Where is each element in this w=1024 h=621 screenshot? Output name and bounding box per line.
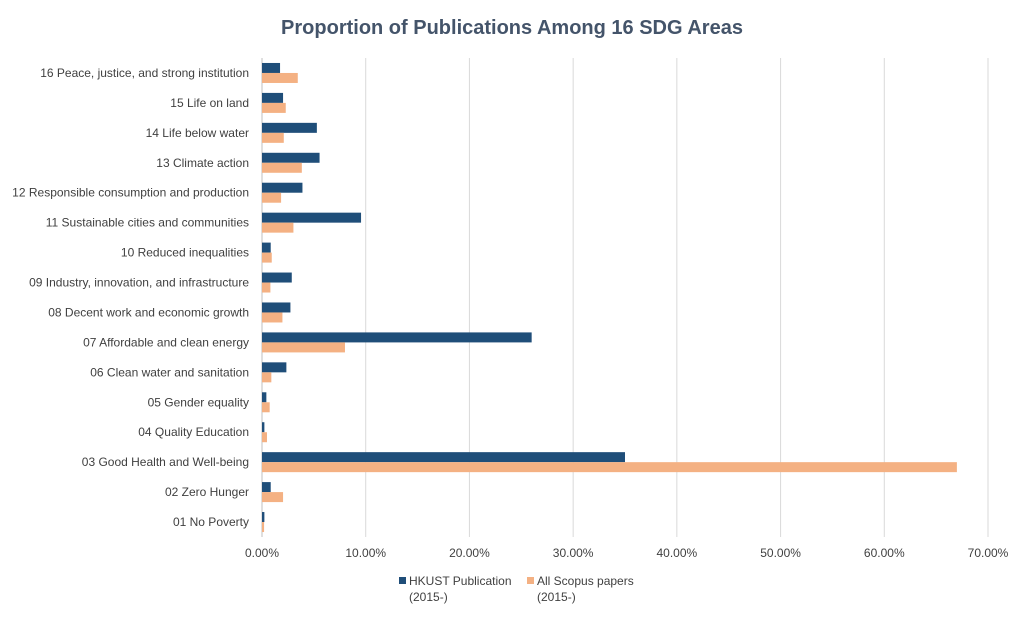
- bar-hkust: [262, 92, 284, 103]
- bar-hkust: [262, 122, 317, 133]
- bar-hkust: [262, 242, 271, 253]
- category-label: 06 Clean water and sanitation: [90, 365, 249, 379]
- bar-scopus: [262, 492, 284, 503]
- category-label: 08 Decent work and economic growth: [48, 305, 249, 319]
- category-label: 11 Sustainable cities and communities: [46, 216, 249, 230]
- bar-scopus: [262, 402, 270, 413]
- category-label: 13 Climate action: [156, 156, 249, 170]
- bar-scopus: [262, 162, 302, 173]
- bar-hkust: [262, 212, 362, 223]
- x-tick-label: 20.00%: [449, 546, 490, 560]
- category-label: 07 Affordable and clean energy: [83, 335, 249, 349]
- bar-hkust: [262, 512, 265, 523]
- bar-hkust: [262, 452, 625, 463]
- category-label: 03 Good Health and Well-being: [82, 455, 249, 469]
- category-label: 15 Life on land: [170, 96, 249, 110]
- category-label: 01 No Poverty: [173, 515, 249, 529]
- bar-scopus: [262, 132, 284, 143]
- x-tick-label: 60.00%: [864, 546, 905, 560]
- category-label: 16 Peace, justice, and strong institutio…: [40, 66, 249, 80]
- x-tick-label: 10.00%: [345, 546, 386, 560]
- bar-hkust: [262, 182, 303, 193]
- x-tick-label: 70.00%: [968, 546, 1009, 560]
- bar-scopus: [262, 192, 282, 203]
- bar-scopus: [262, 372, 272, 383]
- category-label: 04 Quality Education: [138, 425, 249, 439]
- category-label: 12 Responsible consumption and productio…: [12, 186, 249, 200]
- category-label: 09 Industry, innovation, and infrastruct…: [29, 276, 249, 290]
- legend-label: (2015-): [409, 590, 448, 604]
- bar-scopus: [262, 462, 957, 473]
- bar-hkust: [262, 152, 320, 163]
- bar-hkust: [262, 272, 292, 283]
- bar-scopus: [262, 102, 286, 113]
- bar-scopus: [262, 522, 265, 533]
- x-tick-label: 40.00%: [657, 546, 698, 560]
- category-label: 02 Zero Hunger: [165, 485, 249, 499]
- bar-scopus: [262, 222, 294, 233]
- bar-scopus: [262, 312, 283, 323]
- legend-label: (2015-): [537, 590, 576, 604]
- chart-title: Proportion of Publications Among 16 SDG …: [281, 17, 743, 39]
- x-tick-label: 50.00%: [760, 546, 801, 560]
- bar-scopus: [262, 432, 267, 443]
- category-label: 14 Life below water: [146, 126, 249, 140]
- bar-scopus: [262, 252, 272, 263]
- x-tick-label: 30.00%: [553, 546, 594, 560]
- bar-scopus: [262, 282, 271, 293]
- bar-hkust: [262, 302, 291, 313]
- bar-hkust: [262, 362, 287, 373]
- legend-swatch: [399, 577, 406, 584]
- bar-hkust: [262, 482, 271, 493]
- bar-hkust: [262, 332, 532, 343]
- bar-hkust: [262, 392, 267, 403]
- legend-label: HKUST Publication: [409, 574, 512, 588]
- bar-hkust: [262, 422, 265, 433]
- bar-hkust: [262, 62, 281, 73]
- x-tick-label: 0.00%: [245, 546, 279, 560]
- legend-swatch: [527, 577, 534, 584]
- legend-label: All Scopus papers: [537, 574, 634, 588]
- category-label: 05 Gender equality: [148, 395, 249, 409]
- bar-scopus: [262, 72, 298, 83]
- bar-scopus: [262, 342, 345, 353]
- category-label: 10 Reduced inequalities: [121, 246, 249, 260]
